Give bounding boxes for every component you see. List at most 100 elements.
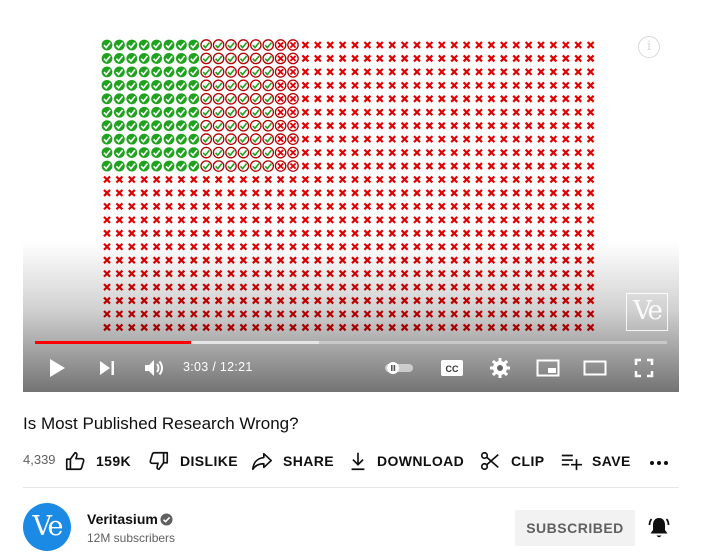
grid-cell-tn xyxy=(400,95,409,103)
grid-cell-tn xyxy=(338,41,347,49)
clip-button[interactable]: CLIP xyxy=(479,447,545,475)
grid-cell-tn xyxy=(338,162,347,170)
grid-cell-tn xyxy=(512,121,520,130)
like-button[interactable]: 159K xyxy=(64,447,131,475)
grid-cell-tn xyxy=(239,202,248,211)
save-button[interactable]: SAVE xyxy=(560,447,631,475)
avatar[interactable]: Ve xyxy=(23,503,71,551)
grid-cell-tn xyxy=(400,216,409,224)
subscribed-button[interactable]: SUBSCRIBED xyxy=(515,510,635,546)
grid-cell-tn xyxy=(388,81,396,90)
grid-cell-tn xyxy=(338,81,347,90)
grid-cell-tn xyxy=(338,189,347,197)
grid-cell-tn xyxy=(400,229,409,238)
share-button[interactable]: SHARE xyxy=(251,447,334,475)
grid-cell-tn xyxy=(128,216,136,224)
grid-cell-tn xyxy=(326,41,334,49)
grid-cell-tn xyxy=(363,68,372,76)
info-icon[interactable]: i xyxy=(638,36,660,58)
grid-cell-tn xyxy=(351,202,359,211)
grid-cell-tp xyxy=(114,133,125,145)
grid-cell-tn xyxy=(524,229,533,238)
grid-cell-tp xyxy=(188,93,200,105)
volume-icon[interactable] xyxy=(141,356,167,380)
grid-cell-tn xyxy=(549,229,558,238)
grid-cell-tn xyxy=(425,189,434,197)
grid-cell-tn xyxy=(140,229,148,238)
theater-icon[interactable] xyxy=(582,356,608,380)
more-horizontal-icon[interactable] xyxy=(648,447,680,475)
grid-cell-tp xyxy=(126,133,138,145)
play-icon[interactable] xyxy=(45,356,69,380)
grid-cell-tn xyxy=(202,189,210,197)
grid-cell-tp xyxy=(101,93,113,105)
grid-cell-tn xyxy=(363,202,372,211)
grid-cell-tn xyxy=(462,108,471,117)
grid-cell-tn xyxy=(512,95,520,103)
fullscreen-icon[interactable] xyxy=(631,356,657,380)
grid-cell-tp xyxy=(188,53,200,64)
grid-cell-tn xyxy=(586,162,595,170)
grid-cell-tn xyxy=(227,216,235,224)
grid-cell-tp xyxy=(176,66,187,78)
grid-cell-tn xyxy=(413,54,421,63)
grid-cell-tn xyxy=(264,202,272,211)
grid-cell-tp xyxy=(163,93,175,105)
grid-cell-tn xyxy=(239,175,248,184)
grid-cell-tn xyxy=(388,121,396,130)
grid-cell-tn xyxy=(351,108,359,117)
progress-bar[interactable] xyxy=(35,341,667,344)
grid-cell-fp xyxy=(225,160,237,172)
grid-cell-tn xyxy=(338,216,347,224)
grid-cell-tn xyxy=(152,202,161,211)
grid-cell-tn xyxy=(140,202,148,211)
grid-cell-tn xyxy=(438,175,446,184)
grid-cell-tn xyxy=(450,216,458,224)
grid-cell-tn xyxy=(562,68,570,76)
grid-cell-tn xyxy=(500,54,508,63)
grid-cell-tn xyxy=(363,95,372,103)
grid-cell-tn xyxy=(549,108,558,117)
grid-cell-fp xyxy=(262,79,275,92)
next-icon[interactable] xyxy=(95,356,119,380)
grid-cell-tn xyxy=(524,216,533,224)
captions-icon[interactable]: CC xyxy=(439,356,465,380)
dislike-button[interactable]: DISLIKE xyxy=(148,447,238,475)
grid-cell-tp xyxy=(188,66,200,78)
autoplay-toggle-icon[interactable] xyxy=(383,356,415,380)
grid-cell-tn xyxy=(239,229,248,238)
grid-cell-tn xyxy=(376,162,384,170)
channel-watermark[interactable]: Ve xyxy=(626,293,668,331)
grid-cell-tn xyxy=(574,189,582,197)
like-count: 159K xyxy=(96,453,132,469)
clip-label: CLIP xyxy=(511,453,545,469)
grid-cell-tn xyxy=(425,54,434,63)
grid-cell-tn xyxy=(562,175,570,184)
grid-cell-tn xyxy=(400,54,409,63)
grid-cell-tn xyxy=(264,175,272,184)
grid-cell-tn xyxy=(400,108,409,117)
grid-cell-tn xyxy=(537,229,545,238)
grid-cell-fp xyxy=(212,160,225,172)
grid-cell-tn xyxy=(227,202,235,211)
settings-icon[interactable] xyxy=(487,356,513,380)
grid-cell-tn xyxy=(363,229,372,238)
grid-cell-fp xyxy=(237,106,250,119)
channel-name[interactable]: Veritasium xyxy=(87,511,158,527)
notification-bell-icon[interactable] xyxy=(648,516,670,540)
grid-cell-fp xyxy=(200,92,213,105)
action-bar: 159K DISLIKE SHARE DOWNLOAD CLIP SAVE xyxy=(0,447,703,475)
video-player[interactable]: i Ve 3:03 / 12:21 CC xyxy=(23,23,679,392)
grid-cell-tn xyxy=(462,189,471,197)
download-button[interactable]: DOWNLOAD xyxy=(349,447,464,475)
grid-cell-tn xyxy=(227,175,235,184)
grid-cell-fn xyxy=(274,92,287,105)
grid-cell-tn xyxy=(326,189,334,197)
grid-cell-tn xyxy=(475,135,483,143)
miniplayer-icon[interactable] xyxy=(535,356,561,380)
grid-cell-tn xyxy=(586,148,595,157)
grid-cell-tn xyxy=(537,121,545,130)
grid-cell-tn xyxy=(338,121,347,130)
grid-cell-tn xyxy=(475,41,483,49)
grid-cell-tn xyxy=(388,162,396,170)
